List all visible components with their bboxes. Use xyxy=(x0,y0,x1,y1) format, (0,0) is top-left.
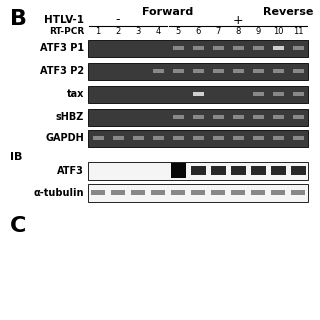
Bar xyxy=(292,46,303,50)
Bar xyxy=(193,136,204,140)
Text: 10: 10 xyxy=(273,28,283,36)
Bar xyxy=(273,46,284,50)
Text: +: + xyxy=(233,13,243,27)
Text: 1: 1 xyxy=(95,28,100,36)
Bar xyxy=(291,190,305,195)
Bar xyxy=(91,190,105,195)
Bar xyxy=(113,136,124,140)
Text: tax: tax xyxy=(67,89,84,99)
Bar xyxy=(233,46,244,50)
Text: 8: 8 xyxy=(235,28,241,36)
Text: 7: 7 xyxy=(215,28,221,36)
Bar xyxy=(193,92,204,96)
Bar xyxy=(111,190,125,195)
Text: RT-PCR: RT-PCR xyxy=(49,28,84,36)
Bar xyxy=(252,92,263,96)
Text: IB: IB xyxy=(10,151,22,162)
Bar xyxy=(292,92,303,96)
Bar xyxy=(212,136,223,140)
Bar xyxy=(233,68,244,73)
Bar xyxy=(251,190,265,195)
Text: 9: 9 xyxy=(255,28,260,36)
Bar xyxy=(273,115,284,119)
Bar xyxy=(212,115,223,119)
Bar xyxy=(273,92,284,96)
Text: ATF3 P1: ATF3 P1 xyxy=(40,43,84,53)
Bar xyxy=(233,115,244,119)
Bar xyxy=(171,163,186,178)
Bar xyxy=(132,136,143,140)
Bar xyxy=(212,68,223,73)
Text: 4: 4 xyxy=(156,28,161,36)
Bar xyxy=(231,190,245,195)
Text: α-tubulin: α-tubulin xyxy=(34,188,84,197)
Text: sHBZ: sHBZ xyxy=(56,112,84,122)
Text: HTLV-1: HTLV-1 xyxy=(44,15,84,25)
Bar xyxy=(271,190,285,195)
Text: -: - xyxy=(116,13,120,27)
Bar xyxy=(270,166,285,174)
Bar xyxy=(193,68,204,73)
Bar xyxy=(172,68,183,73)
Bar xyxy=(191,190,205,195)
Bar xyxy=(233,136,244,140)
Bar xyxy=(211,166,226,174)
Bar xyxy=(273,68,284,73)
Bar xyxy=(291,166,306,174)
Bar xyxy=(88,62,308,79)
Bar xyxy=(88,162,308,180)
Bar xyxy=(230,166,245,174)
Text: Reverse: Reverse xyxy=(263,7,313,17)
Bar xyxy=(252,46,263,50)
Bar xyxy=(88,183,308,202)
Bar xyxy=(88,39,308,57)
Text: GAPDH: GAPDH xyxy=(45,133,84,143)
Bar xyxy=(292,115,303,119)
Bar xyxy=(251,166,266,174)
Text: 3: 3 xyxy=(135,28,141,36)
Bar xyxy=(153,136,164,140)
Bar xyxy=(153,68,164,73)
Bar xyxy=(172,46,183,50)
Bar xyxy=(92,136,103,140)
Text: 11: 11 xyxy=(293,28,303,36)
Text: 6: 6 xyxy=(195,28,201,36)
Bar xyxy=(172,136,183,140)
Bar xyxy=(193,46,204,50)
Bar xyxy=(292,68,303,73)
Text: 5: 5 xyxy=(175,28,180,36)
Text: ATF3 P2: ATF3 P2 xyxy=(40,66,84,76)
Text: B: B xyxy=(10,9,27,29)
Bar xyxy=(151,190,165,195)
Text: Forward: Forward xyxy=(142,7,194,17)
Bar xyxy=(252,68,263,73)
Bar xyxy=(212,46,223,50)
Bar xyxy=(131,190,145,195)
Bar xyxy=(252,136,263,140)
Text: ATF3: ATF3 xyxy=(57,165,84,175)
Bar xyxy=(172,115,183,119)
Bar xyxy=(211,190,225,195)
Bar xyxy=(273,136,284,140)
Bar xyxy=(193,115,204,119)
Bar xyxy=(88,130,308,147)
Text: C: C xyxy=(10,215,26,236)
Bar xyxy=(252,115,263,119)
Bar xyxy=(292,136,303,140)
Bar xyxy=(190,166,205,174)
Bar xyxy=(88,108,308,125)
Bar xyxy=(88,85,308,102)
Bar xyxy=(171,190,185,195)
Text: 2: 2 xyxy=(116,28,121,36)
